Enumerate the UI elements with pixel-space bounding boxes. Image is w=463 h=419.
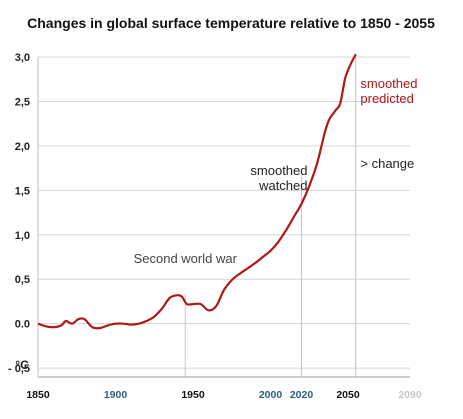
y-tick-labels: 3,0 2,5 2,0 1,5 1,0 0,5 0.0 - 0,5 xyxy=(8,52,30,375)
gridlines xyxy=(38,56,410,369)
x-tick-label: 2000 xyxy=(259,389,283,401)
x-tick-label: 2020 xyxy=(290,389,314,401)
chart-annotation: smoothed predicted xyxy=(360,76,417,106)
x-tick-label: 2050 xyxy=(336,389,360,401)
chart-title: Changes in global surface temperature re… xyxy=(27,15,435,31)
axes xyxy=(37,57,410,378)
chart-annotation: Second world war xyxy=(134,251,238,266)
chart-annotation: > change xyxy=(360,156,414,171)
reference-lines xyxy=(184,57,357,377)
series-layer xyxy=(37,53,357,330)
x-tick-label: 1850 xyxy=(26,389,50,401)
y-tick-label: 1,5 xyxy=(15,185,30,197)
temperature-series-line xyxy=(37,53,357,330)
y-tick-label: 2,5 xyxy=(15,96,30,108)
y-tick-label: 1,0 xyxy=(15,230,30,242)
x-tick-label: 1950 xyxy=(181,389,205,401)
y-tick-label: 3,0 xyxy=(15,52,30,64)
y-axis-unit-label: °C xyxy=(15,358,29,372)
x-tick-label: 2090 xyxy=(398,389,422,401)
chart-annotation: smoothed watched xyxy=(250,163,307,193)
y-tick-label: 2,0 xyxy=(15,141,30,153)
y-tick-label: 0,5 xyxy=(15,274,30,286)
x-tick-label: 1900 xyxy=(104,389,128,401)
y-tick-label: - 0,5 xyxy=(8,363,30,375)
annotations: Second world war smoothed watched smoothed p… xyxy=(134,76,418,266)
x-tick-labels: 1850 1900 1950 2000 2020 2050 2090 xyxy=(26,389,422,401)
y-tick-label: 0.0 xyxy=(15,319,30,331)
